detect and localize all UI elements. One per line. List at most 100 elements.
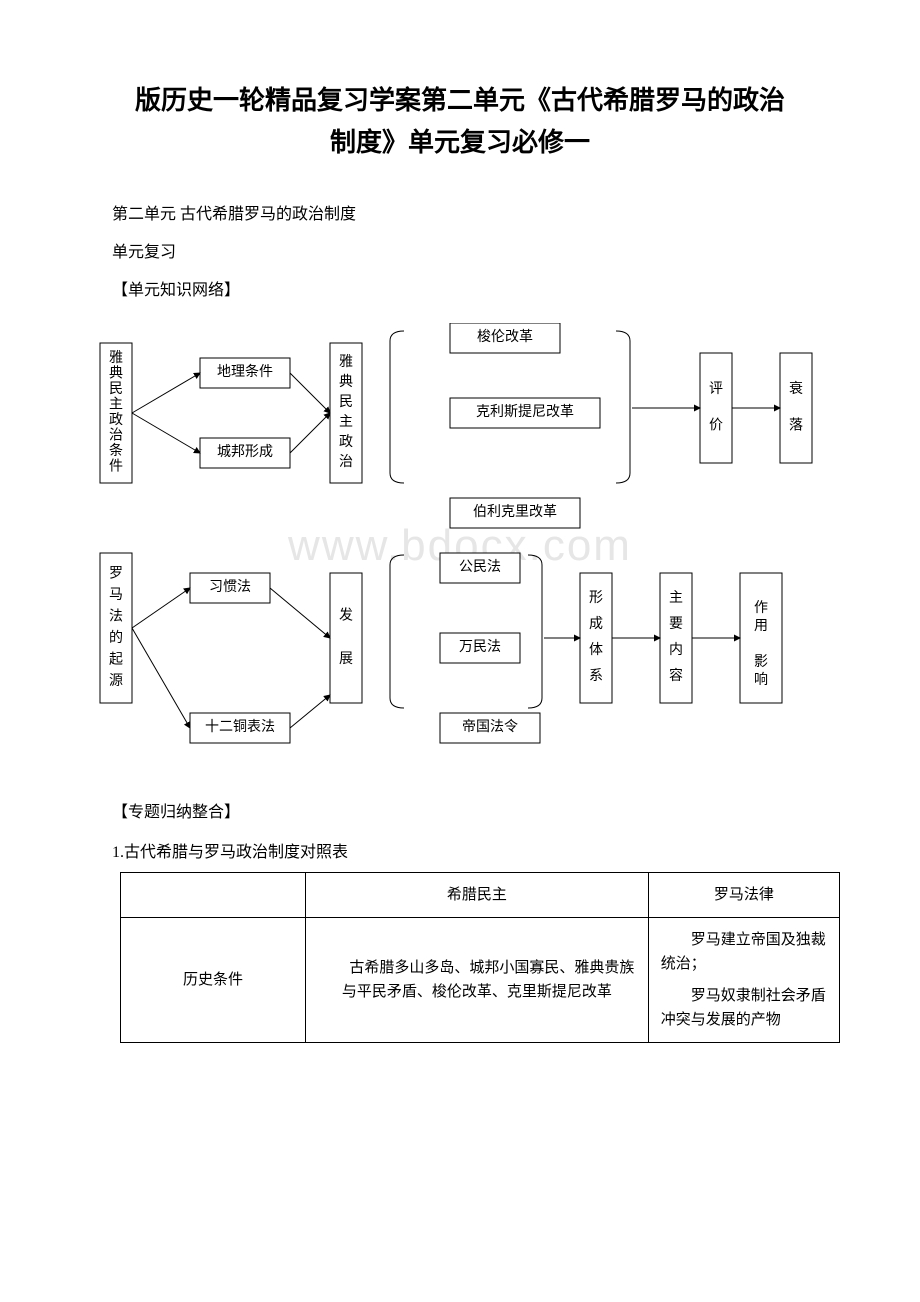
- node-n_twelve: 十二铜表法: [190, 713, 290, 743]
- cell-greek-conditions: 古希腊多山多岛、城邦小国寡民、雅典贵族与平民矛盾、梭伦改革、克里斯提尼改革: [306, 918, 649, 1043]
- th-roman: 罗马法律: [648, 873, 839, 918]
- svg-text:衰: 衰: [789, 380, 803, 397]
- svg-text:政: 政: [339, 434, 353, 450]
- diagram-svg: 雅典民主政治条件地理条件城邦形成雅典民主政治梭伦改革克利斯提尼改革伯利克里改革评…: [80, 323, 840, 763]
- svg-text:治: 治: [109, 428, 123, 444]
- svg-text:的: 的: [109, 630, 123, 646]
- node-n_cleis: 克利斯提尼改革: [450, 398, 600, 428]
- svg-text:伯利克里改革: 伯利克里改革: [473, 504, 557, 520]
- svg-text:容: 容: [669, 667, 683, 684]
- svg-text:主: 主: [109, 397, 123, 413]
- section-integration-sub: 1.古代希腊与罗马政治制度对照表: [80, 838, 840, 862]
- arrow: [290, 373, 330, 413]
- svg-text:作: 作: [754, 600, 768, 616]
- svg-text:落: 落: [789, 418, 803, 434]
- svg-text:成: 成: [589, 616, 603, 632]
- svg-text:条: 条: [109, 442, 123, 459]
- svg-text:城邦形成: 城邦形成: [217, 444, 273, 460]
- title-line-1: 版历史一轮精品复习学案第二单元《古代希腊罗马的政治: [135, 85, 785, 115]
- svg-text:内: 内: [669, 642, 683, 658]
- svg-text:评: 评: [709, 381, 723, 397]
- svg-text:用: 用: [754, 619, 768, 634]
- intro-p3: 【单元知识网络】: [80, 279, 840, 303]
- svg-text:主: 主: [669, 590, 683, 606]
- bracket-b1: [390, 331, 404, 483]
- arrow: [132, 373, 200, 413]
- node-n_dev: 发展: [330, 573, 362, 703]
- node-n_system: 形成体系: [580, 573, 612, 703]
- svg-text:典: 典: [109, 366, 123, 382]
- table-row: 历史条件 古希腊多山多岛、城邦小国寡民、雅典贵族与平民矛盾、梭伦改革、克里斯提尼…: [121, 918, 840, 1043]
- roman-cond-line2: 罗马奴隶制社会矛盾冲突与发展的产物: [661, 984, 827, 1032]
- comparison-table: 希腊民主 罗马法律 历史条件 古希腊多山多岛、城邦小国寡民、雅典贵族与平民矛盾、…: [120, 872, 840, 1043]
- svg-text:雅: 雅: [339, 354, 353, 370]
- section-integration-head: 【专题归纳整合】: [80, 798, 840, 822]
- bracket-b4: [528, 555, 542, 708]
- bracket-b2: [616, 331, 630, 483]
- node-n_gentium: 万民法: [440, 633, 520, 663]
- svg-text:十二铜表法: 十二铜表法: [205, 719, 275, 735]
- svg-text:公民法: 公民法: [459, 559, 501, 575]
- arrow: [132, 588, 190, 628]
- node-n_civil: 公民法: [440, 553, 520, 583]
- node-n_rome_origin: 罗马法的起源: [100, 553, 132, 703]
- cell-roman-conditions: 罗马建立帝国及独裁统治； 罗马奴隶制社会矛盾冲突与发展的产物: [648, 918, 839, 1043]
- svg-text:价: 价: [709, 418, 723, 434]
- node-n_content: 主要内容: [660, 573, 692, 703]
- th-blank: [121, 873, 306, 918]
- svg-text:系: 系: [589, 668, 603, 684]
- node-n_athens_pol: 雅典民主政治: [330, 343, 362, 483]
- svg-text:响: 响: [754, 672, 768, 688]
- arrow: [290, 413, 330, 453]
- svg-text:影: 影: [754, 654, 768, 670]
- svg-text:民: 民: [339, 395, 353, 410]
- svg-text:雅: 雅: [109, 350, 123, 366]
- svg-text:梭伦改革: 梭伦改革: [477, 328, 533, 345]
- intro-p1: 第二单元 古代希腊罗马的政治制度: [80, 203, 840, 227]
- arrow: [132, 413, 200, 453]
- roman-cond-line1: 罗马建立帝国及独裁统治；: [661, 928, 827, 976]
- node-n_eval: 评价: [700, 353, 732, 463]
- svg-text:典: 典: [339, 374, 353, 390]
- node-n_decline: 衰落: [780, 353, 812, 463]
- svg-text:马: 马: [109, 587, 123, 603]
- arrow: [132, 628, 190, 728]
- svg-text:法: 法: [109, 609, 123, 625]
- svg-text:源: 源: [109, 673, 123, 689]
- row-head-conditions: 历史条件: [121, 918, 306, 1043]
- svg-text:万民法: 万民法: [459, 639, 501, 655]
- svg-text:要: 要: [669, 617, 683, 632]
- svg-text:民: 民: [109, 382, 123, 397]
- svg-text:地理条件: 地理条件: [217, 363, 273, 380]
- node-n_geo: 地理条件: [200, 358, 290, 388]
- th-greek: 希腊民主: [306, 873, 649, 918]
- table-header-row: 希腊民主 罗马法律: [121, 873, 840, 918]
- arrow: [270, 588, 330, 638]
- svg-text:罗: 罗: [109, 567, 123, 582]
- arrow: [290, 695, 330, 728]
- node-n_effect: 作用影响: [740, 573, 782, 703]
- svg-text:件: 件: [109, 459, 123, 475]
- node-n_custom: 习惯法: [190, 573, 270, 603]
- svg-text:治: 治: [339, 454, 353, 470]
- svg-text:展: 展: [339, 652, 353, 667]
- svg-text:发: 发: [339, 608, 353, 624]
- svg-text:主: 主: [339, 414, 353, 430]
- svg-text:克利斯提尼改革: 克利斯提尼改革: [476, 404, 574, 420]
- knowledge-network-diagram: www.bdocx.com 雅典民主政治条件地理条件城邦形成雅典民主政治梭伦改革…: [80, 323, 840, 768]
- svg-text:体: 体: [589, 642, 603, 658]
- node-n_edict: 帝国法令: [440, 713, 540, 743]
- node-n_polis: 城邦形成: [200, 438, 290, 468]
- node-n_solon: 梭伦改革: [450, 323, 560, 353]
- bracket-b3: [390, 555, 404, 708]
- intro-p2: 单元复习: [80, 241, 840, 265]
- page-title: 版历史一轮精品复习学案第二单元《古代希腊罗马的政治 制度》单元复习必修一: [80, 80, 840, 163]
- svg-text:政: 政: [109, 412, 123, 428]
- node-n_athens_cond: 雅典民主政治条件: [100, 343, 132, 483]
- svg-text:帝国法令: 帝国法令: [462, 719, 518, 735]
- svg-text:习惯法: 习惯法: [209, 578, 251, 595]
- title-line-2: 制度》单元复习必修一: [330, 127, 590, 157]
- node-n_pericles: 伯利克里改革: [450, 498, 580, 528]
- svg-text:形: 形: [589, 590, 603, 606]
- svg-text:起: 起: [109, 652, 123, 668]
